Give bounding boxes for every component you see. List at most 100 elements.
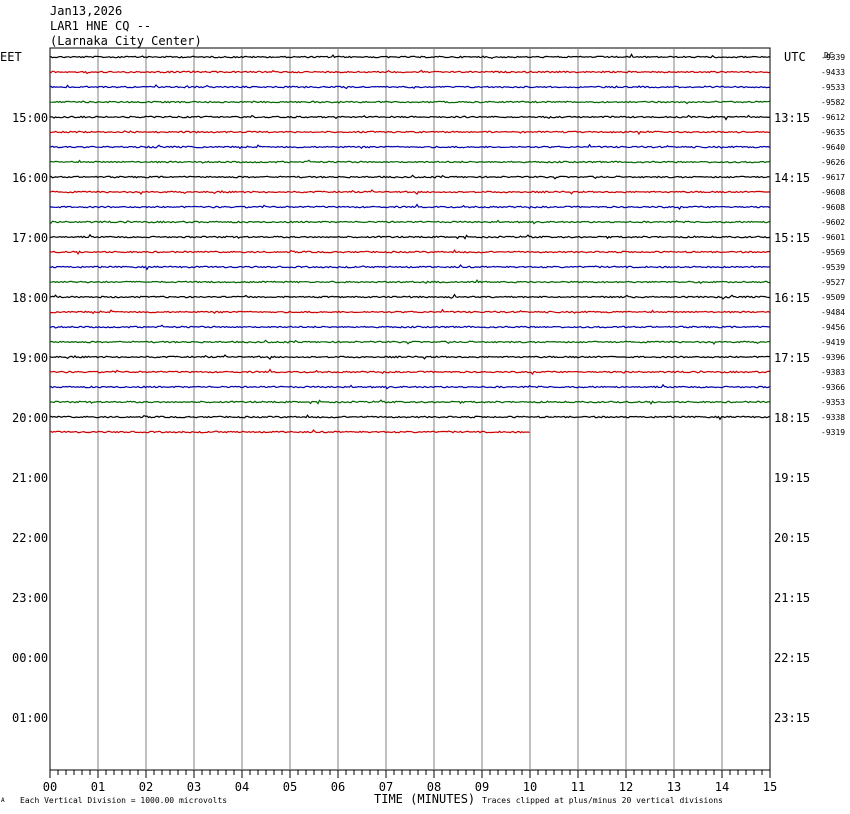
right-hour-label: 23:15	[774, 711, 810, 725]
seismic-trace	[50, 249, 770, 256]
right-hour-label: 20:15	[774, 531, 810, 545]
seismic-trace	[49, 100, 770, 105]
seismic-trace	[49, 189, 770, 196]
right-hour-label: 19:15	[774, 471, 810, 485]
seismic-trace	[49, 293, 770, 300]
plot-frame	[49, 47, 771, 771]
left-hour-label: 19:00	[12, 351, 48, 365]
x-tick-label: 02	[139, 780, 153, 794]
seismic-trace	[49, 308, 770, 315]
clip-note: Traces clipped at plus/minus 20 vertical…	[482, 796, 723, 805]
dc-offset-label: -9608	[821, 203, 845, 212]
left-hour-label: 17:00	[12, 231, 48, 245]
seismic-trace	[49, 53, 770, 59]
right-hour-label: 18:15	[774, 411, 810, 425]
x-tick-label: 00	[43, 780, 57, 794]
x-tick-label: 12	[619, 780, 633, 794]
dc-offset-label: -9353	[821, 398, 845, 407]
dc-offset-label: -9338	[821, 413, 845, 422]
right-hour-label: 22:15	[774, 651, 810, 665]
dc-offset-label: -9366	[821, 383, 845, 392]
right-hour-label: 17:15	[774, 351, 810, 365]
dc-offset-label: -9396	[821, 353, 845, 362]
x-tick-label: 09	[475, 780, 489, 794]
right-axis-label: UTC	[784, 50, 806, 64]
dc-offset-label: -9339	[821, 53, 845, 62]
x-tick-label: 05	[283, 780, 297, 794]
x-tick-label: 15	[763, 780, 777, 794]
dc-offset-label: -9539	[821, 263, 845, 272]
dc-offset-label: -9601	[821, 233, 845, 242]
x-tick-label: 13	[667, 780, 681, 794]
seismic-trace	[49, 233, 770, 240]
left-axis-label: EET	[0, 50, 22, 64]
seismic-trace	[49, 84, 770, 90]
right-hour-label: 16:15	[774, 291, 810, 305]
seismic-trace	[49, 174, 770, 180]
x-tick-label: 01	[91, 780, 105, 794]
dc-offset-label: -9569	[821, 248, 845, 257]
corner-mark: A	[1, 797, 5, 804]
dc-offset-label: -9509	[821, 293, 845, 302]
seismic-trace	[49, 429, 530, 434]
station-title: LAR1 HNE CQ --	[50, 19, 152, 33]
left-hour-label: 22:00	[12, 531, 48, 545]
right-hour-label: 21:15	[774, 591, 810, 605]
seismic-trace	[49, 219, 770, 225]
seismic-trace	[49, 159, 770, 164]
left-hour-label: 20:00	[12, 411, 48, 425]
dc-offset-label: -9533	[821, 83, 845, 92]
left-hour-label: 23:00	[12, 591, 48, 605]
dc-offset-label: -9626	[821, 158, 845, 167]
dc-offset-label: -9484	[821, 308, 845, 317]
seismic-trace	[49, 383, 770, 390]
plot-date: Jan13,2026	[50, 4, 123, 18]
x-axis-title: TIME (MINUTES)	[374, 792, 476, 806]
left-hour-label: 21:00	[12, 471, 48, 485]
x-tick-label: 07	[379, 780, 393, 794]
dc-offset-label: -9419	[821, 338, 845, 347]
seismic-trace	[49, 130, 770, 136]
left-hour-label: 01:00	[12, 711, 48, 725]
dc-label: DC	[824, 51, 834, 60]
dc-offset-label: -9635	[821, 128, 845, 137]
right-hour-label: 15:15	[774, 231, 810, 245]
right-hour-label: 14:15	[774, 171, 810, 185]
seismic-trace	[49, 114, 770, 121]
seismic-trace	[49, 339, 770, 345]
seismic-trace	[49, 69, 770, 75]
seismic-trace	[50, 354, 770, 361]
seismic-trace	[49, 324, 770, 329]
station-location: (Larnaka City Center)	[50, 34, 202, 48]
x-tick-label: 06	[331, 780, 345, 794]
seismic-trace	[49, 414, 770, 421]
seismic-trace	[49, 279, 770, 284]
left-hour-label: 15:00	[12, 111, 48, 125]
dc-offset-label: -9582	[821, 98, 845, 107]
left-hour-label: 18:00	[12, 291, 48, 305]
dc-offset-label: -9612	[821, 113, 845, 122]
right-hour-label: 13:15	[774, 111, 810, 125]
dc-offset-label: -9640	[821, 143, 845, 152]
dc-offset-label: -9456	[821, 323, 845, 332]
dc-offset-label: -9617	[821, 173, 845, 182]
left-hour-label: 16:00	[12, 171, 48, 185]
x-tick-label: 04	[235, 780, 249, 794]
seismic-trace	[49, 203, 770, 211]
seismic-trace	[49, 143, 770, 150]
x-tick-label: 11	[571, 780, 585, 794]
dc-offset-label: -9433	[821, 68, 845, 77]
dc-offset-label: -9319	[821, 428, 845, 437]
dc-offset-label: -9602	[821, 218, 845, 227]
seismic-trace	[50, 399, 770, 406]
scale-note: Each Vertical Division = 1000.00 microvo…	[20, 796, 228, 805]
dc-offset-label: -9383	[821, 368, 845, 377]
left-hour-label: 00:00	[12, 651, 48, 665]
x-tick-label: 03	[187, 780, 201, 794]
seismic-trace	[49, 264, 770, 271]
dc-offset-label: -9527	[821, 278, 845, 287]
x-tick-label: 08	[427, 780, 441, 794]
x-tick-label: 10	[523, 780, 537, 794]
seismic-trace	[49, 368, 770, 376]
